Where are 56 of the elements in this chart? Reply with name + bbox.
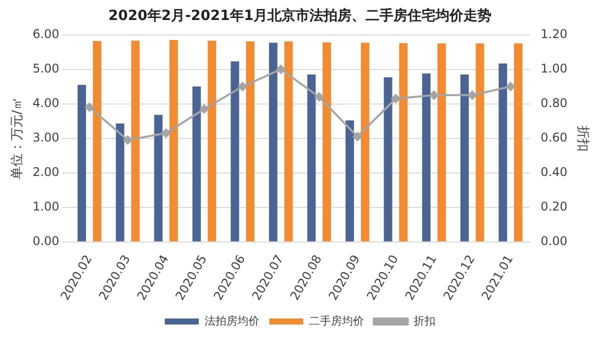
- bar: [92, 41, 102, 242]
- bar: [154, 114, 163, 242]
- bar: [307, 74, 316, 242]
- bar: [322, 42, 332, 242]
- bar: [284, 41, 293, 242]
- bar: [498, 63, 508, 242]
- legend-label: 折扣: [413, 314, 436, 328]
- point: [506, 82, 516, 92]
- y-tick-label: 3.00: [32, 130, 60, 144]
- bar: [476, 43, 484, 242]
- bar: [514, 43, 522, 242]
- y2-tick-label: 0.80: [540, 96, 568, 110]
- point: [352, 132, 362, 142]
- y2-tick-label: 0.40: [540, 164, 568, 179]
- y-tick-label: 2.00: [32, 164, 60, 179]
- bar: [346, 120, 354, 242]
- point: [84, 102, 94, 112]
- point: [314, 92, 324, 102]
- bar: [208, 40, 216, 242]
- point: [123, 136, 132, 145]
- y-tick-label: 5.00: [32, 61, 60, 76]
- point: [200, 104, 209, 114]
- bar: [246, 41, 254, 242]
- y2-tick-label: 1.00: [540, 61, 568, 76]
- bar: [360, 42, 370, 242]
- legend-label: 二手房均价: [308, 314, 364, 328]
- y-axis-title: 单位：万元/㎡: [10, 97, 26, 180]
- bar: [131, 40, 140, 242]
- y-tick-label: 0.00: [32, 234, 60, 248]
- bar: [460, 74, 469, 242]
- chart-title: 2020年2月-2021年1月北京市法拍房、二手房住宅均价走势: [108, 7, 492, 24]
- y2-axis-title: 折扣: [574, 125, 590, 152]
- point: [468, 90, 477, 100]
- bar: [116, 123, 124, 242]
- y-tick-label: 6.00: [32, 26, 60, 41]
- bar: [78, 84, 86, 242]
- y2-tick-label: 0.00: [540, 234, 568, 248]
- bar: [230, 61, 240, 242]
- y2-tick-label: 1.20: [540, 26, 568, 41]
- legend-label: 法拍房均价: [204, 314, 260, 328]
- y2-tick-label: 0.20: [540, 199, 568, 214]
- bar: [437, 43, 446, 242]
- point: [391, 94, 400, 104]
- point: [429, 90, 438, 100]
- y2-tick-label: 0.60: [540, 130, 568, 144]
- point: [276, 64, 286, 74]
- bar: [169, 40, 178, 242]
- bar: [192, 86, 201, 242]
- bar: [384, 77, 392, 242]
- y-tick-label: 4.00: [32, 96, 60, 110]
- point: [162, 128, 171, 138]
- bar: [268, 42, 278, 242]
- bar: [422, 73, 431, 242]
- bar: [399, 43, 408, 242]
- y-tick-label: 1.00: [32, 199, 60, 214]
- point: [238, 82, 248, 92]
